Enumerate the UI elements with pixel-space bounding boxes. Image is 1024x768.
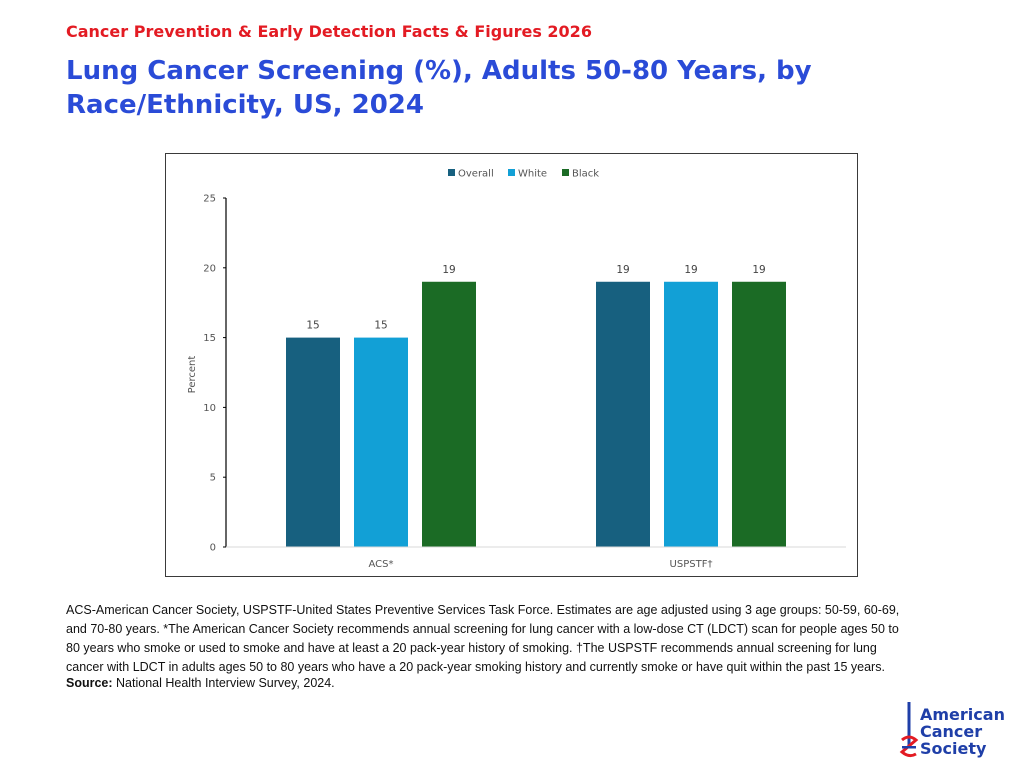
source-label: Source: — [66, 676, 113, 690]
data-label: 19 — [616, 264, 629, 276]
data-label: 19 — [442, 264, 455, 276]
y-axis: 0 5 10 15 20 25 Percent — [187, 194, 227, 554]
y-axis-label: Percent — [187, 356, 198, 394]
bar-white-1 — [664, 281, 718, 547]
legend-swatch-overall — [448, 169, 455, 176]
bar-black-1 — [732, 281, 786, 547]
source-line: Source: National Health Interview Survey… — [66, 676, 335, 690]
y-tick-label: 15 — [203, 333, 216, 344]
legend-label-black: Black — [572, 169, 599, 180]
legend-swatch-black — [562, 169, 569, 176]
logo-line-3: Society — [920, 739, 987, 758]
y-tick-label: 10 — [203, 403, 216, 414]
footnote: ACS-American Cancer Society, USPSTF-Unit… — [66, 603, 900, 674]
logo-line-2: Cancer — [920, 722, 983, 741]
acs-logo: American Cancer Society — [898, 700, 1018, 764]
chart-title: Lung Cancer Screening (%), Adults 50-80 … — [66, 56, 812, 120]
bars: 15 15 19 19 19 19 — [286, 264, 786, 547]
x-tick-label: USPSTF† — [670, 559, 713, 570]
sword-icon — [899, 702, 919, 758]
legend: Overall White Black — [448, 169, 599, 180]
bar-overall-1 — [596, 281, 650, 547]
logo-text: American Cancer Society — [920, 706, 1020, 757]
legend-swatch-white — [508, 169, 515, 176]
chart-frame: Overall White Black 0 5 10 15 20 25 Percent 15 15… — [165, 153, 858, 577]
y-tick-label: 5 — [210, 473, 216, 484]
data-label: 19 — [684, 264, 697, 276]
source-text: National Health Interview Survey, 2024. — [112, 676, 335, 690]
supertitle: Cancer Prevention & Early Detection Fact… — [66, 22, 592, 41]
bar-white-0 — [354, 337, 408, 547]
legend-label-white: White — [518, 169, 547, 180]
bar-black-0 — [422, 281, 476, 547]
x-tick-label: ACS* — [369, 559, 394, 570]
y-tick-label: 20 — [203, 263, 216, 274]
bar-overall-0 — [286, 337, 340, 547]
y-tick-label: 25 — [203, 194, 216, 205]
data-label: 19 — [752, 264, 765, 276]
x-axis: ACS* USPSTF† — [226, 546, 846, 570]
legend-label-overall: Overall — [458, 169, 494, 180]
logo-line-1: American — [920, 705, 1005, 724]
y-tick-label: 0 — [210, 543, 216, 554]
data-label: 15 — [374, 320, 387, 332]
data-label: 15 — [306, 320, 319, 332]
